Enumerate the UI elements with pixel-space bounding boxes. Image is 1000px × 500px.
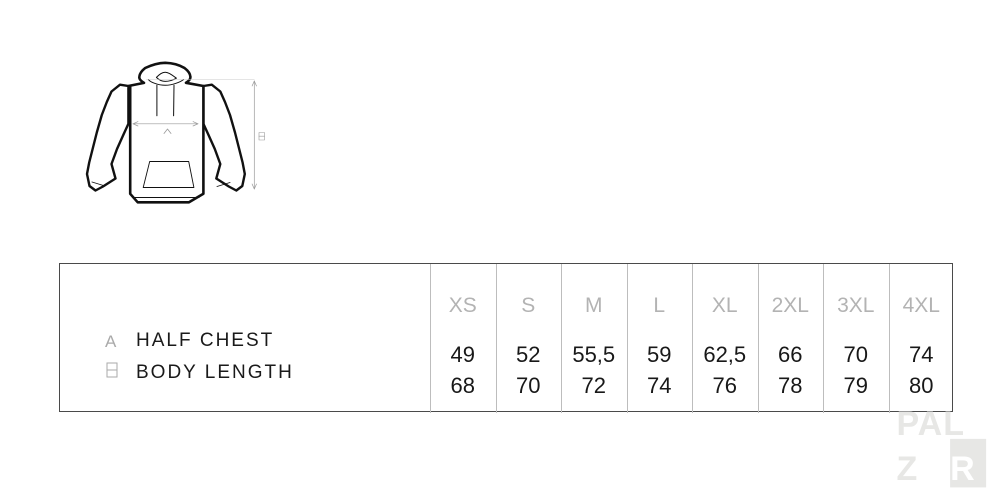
svg-text:R: R xyxy=(950,450,976,488)
svg-text:Z: Z xyxy=(897,450,919,488)
svg-text:PAL: PAL xyxy=(897,405,965,443)
